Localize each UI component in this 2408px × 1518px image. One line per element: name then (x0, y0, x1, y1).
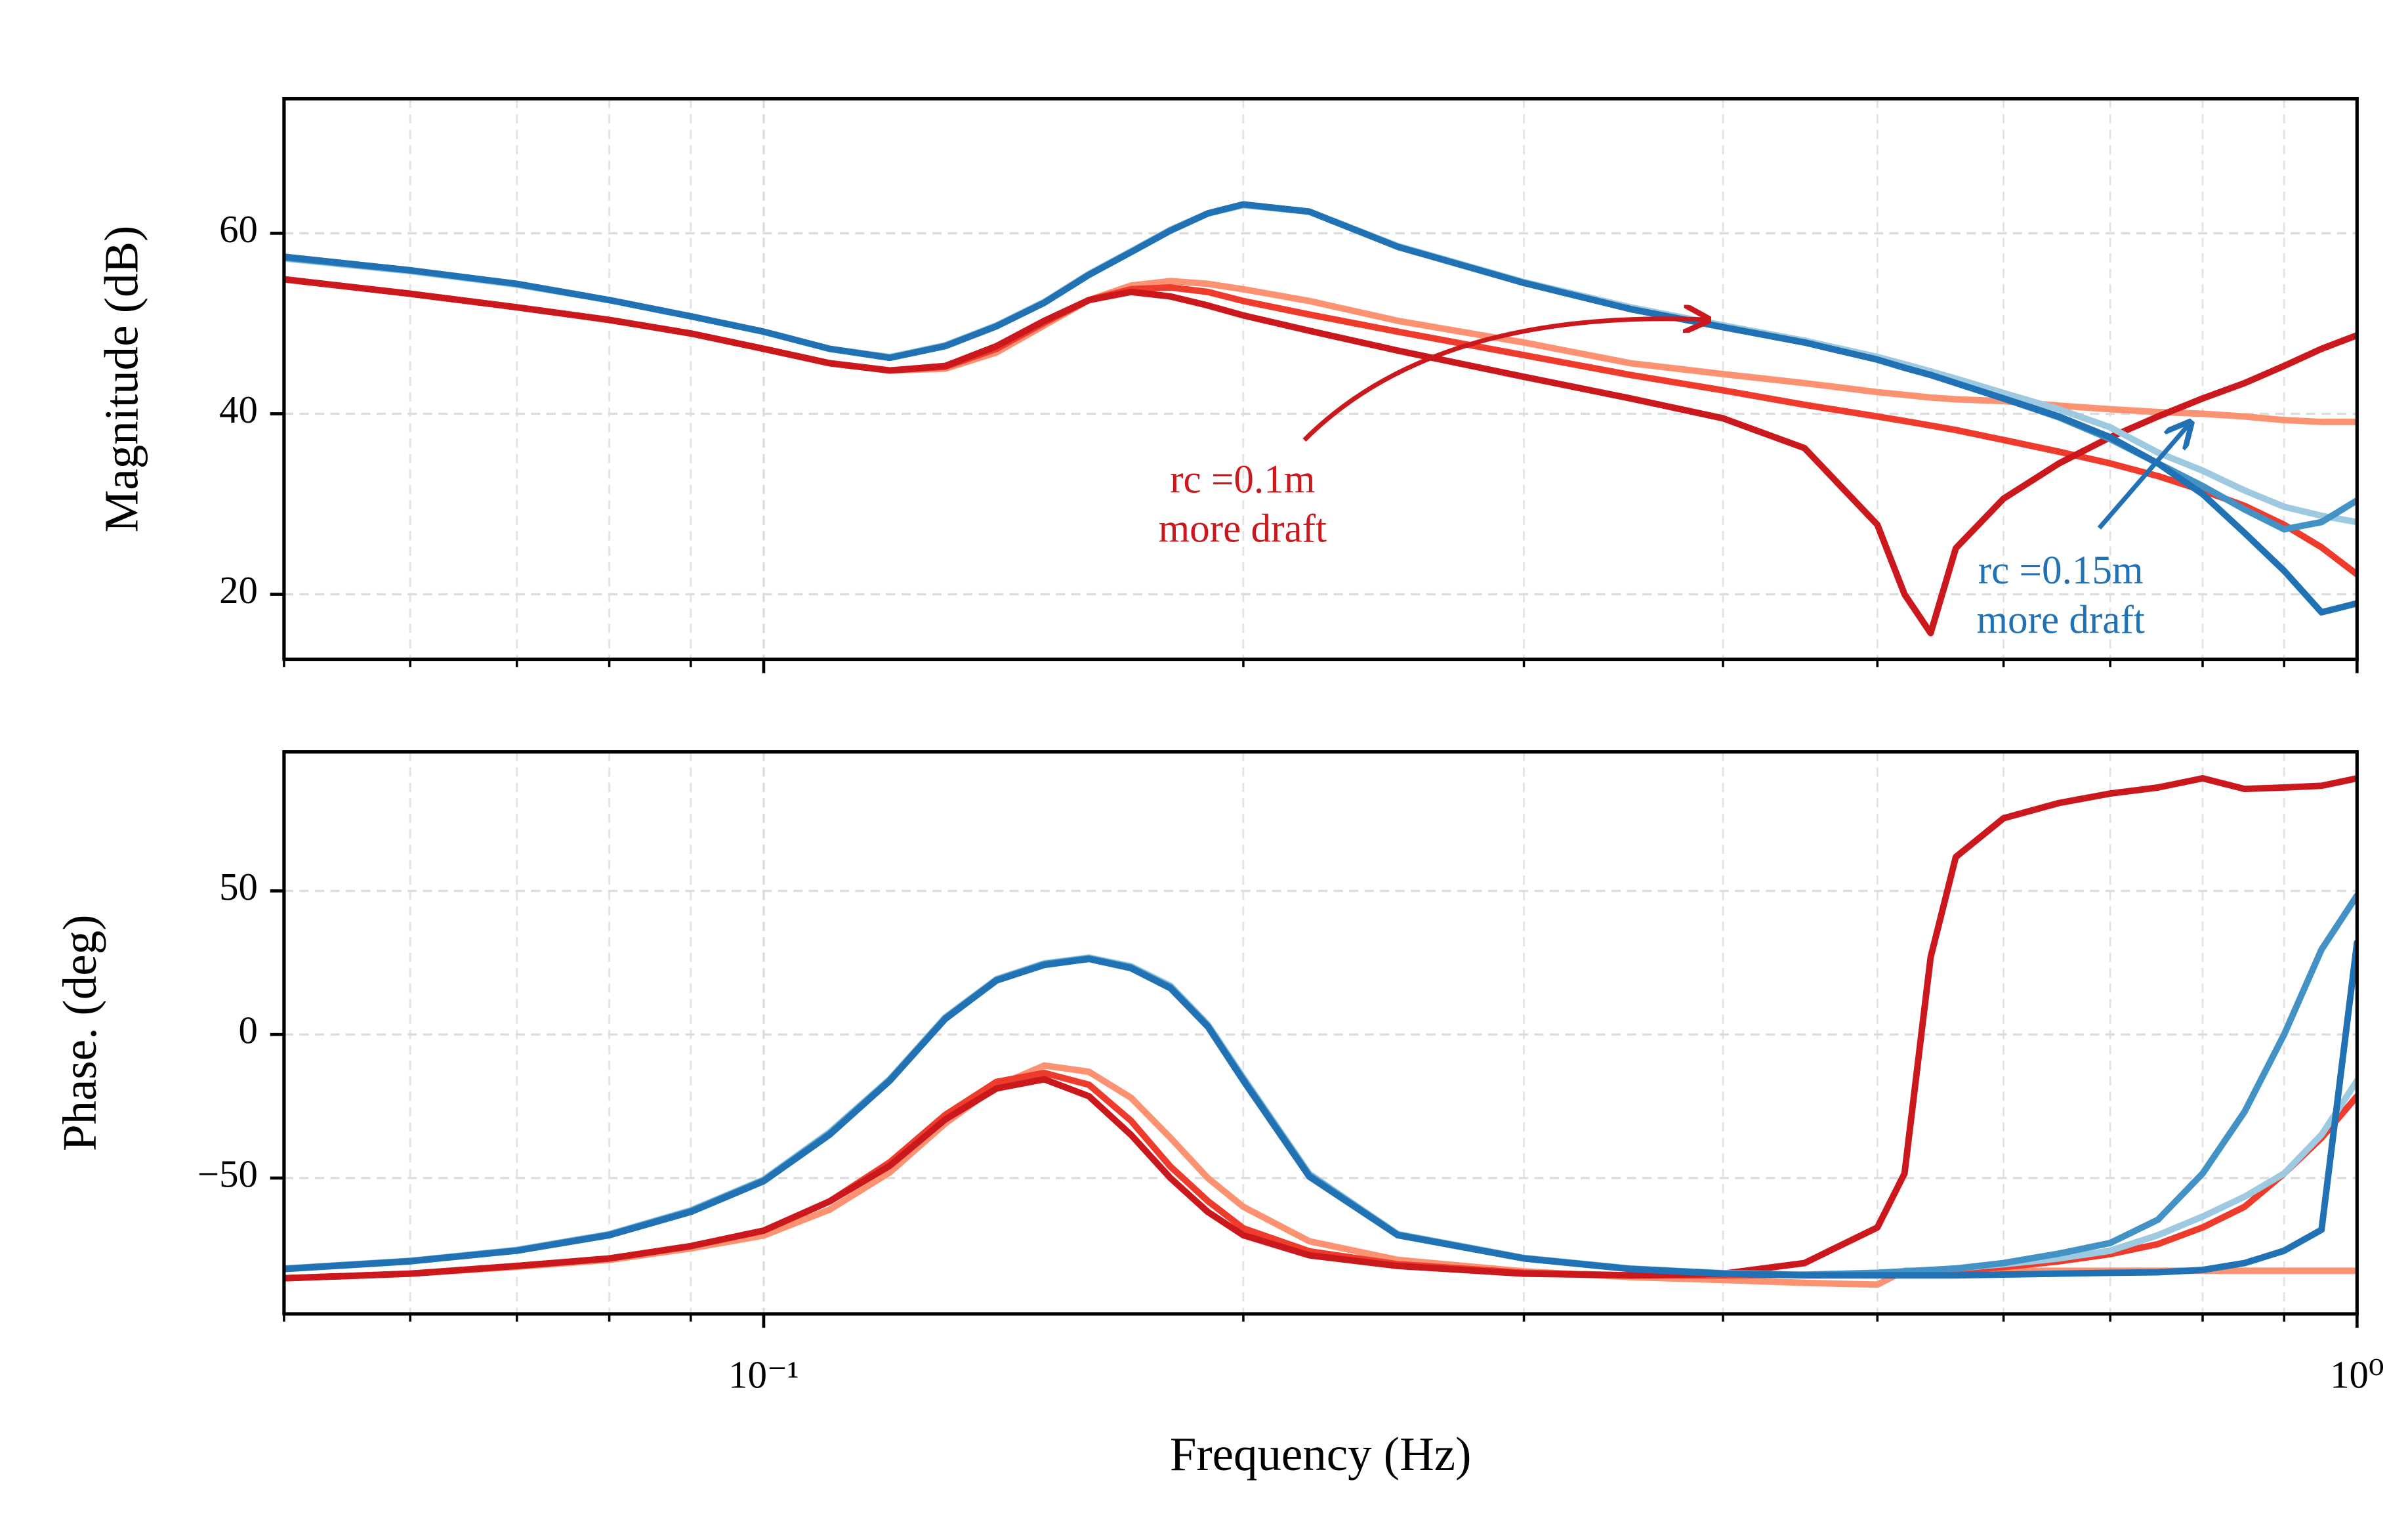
y-tick-label: 20 (219, 569, 258, 612)
line-series (283, 939, 2357, 1279)
annotation-text: more draft (1976, 597, 2144, 642)
y-axis-label: Phase. (deg) (53, 915, 106, 1151)
series-group (283, 201, 2357, 637)
line-series (283, 276, 2357, 637)
y-tick-label: −50 (197, 1153, 258, 1196)
annotation-text: rc =0.1m (1170, 457, 1315, 501)
line-series (283, 954, 2357, 1278)
y-tick-label: 60 (219, 208, 258, 251)
y-tick-label: 0 (238, 1009, 257, 1052)
series-group (283, 774, 2357, 1288)
annotation-arrow (1302, 319, 1706, 442)
y-axis-label: Magnitude (dB) (95, 226, 148, 533)
x-tick-label: 10⁰ (2330, 1353, 2384, 1396)
annotation-text: more draft (1159, 507, 1327, 551)
plot-frame (282, 96, 2359, 662)
plot-frame (282, 750, 2359, 1316)
line-series (283, 201, 2357, 533)
line-series (283, 201, 2357, 616)
y-tick-label: 50 (219, 866, 258, 908)
line-series (283, 892, 2357, 1278)
x-tick-label: 10⁻¹ (728, 1353, 799, 1396)
x-axis-label: Frequency (Hz) (1170, 1427, 1472, 1481)
line-series (283, 1069, 2357, 1282)
line-series (283, 774, 2357, 1282)
y-tick-label: 40 (219, 389, 258, 431)
annotation-arrow (2097, 425, 2188, 530)
annotation-text: rc =0.15m (1978, 548, 2144, 593)
